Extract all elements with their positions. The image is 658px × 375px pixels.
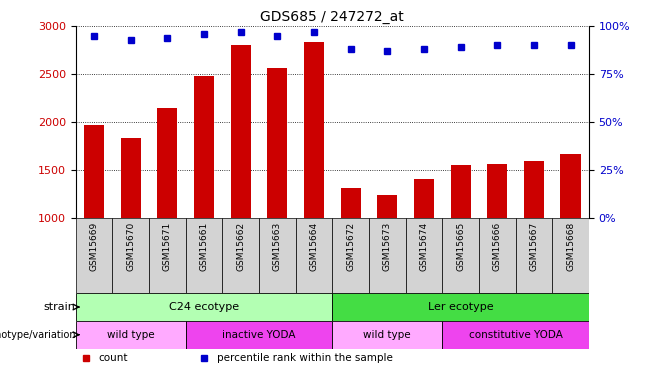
Bar: [76, 321, 186, 349]
Bar: [84, 125, 104, 217]
Bar: [230, 45, 251, 218]
Text: GSM15674: GSM15674: [419, 221, 428, 270]
Bar: [259, 217, 295, 293]
Bar: [332, 217, 369, 293]
Text: count: count: [99, 352, 128, 363]
Bar: [222, 217, 259, 293]
Bar: [442, 321, 589, 349]
Bar: [561, 153, 580, 218]
Text: GSM15668: GSM15668: [566, 221, 575, 271]
Bar: [149, 217, 186, 293]
Bar: [267, 68, 288, 218]
Bar: [442, 217, 479, 293]
Bar: [186, 217, 222, 293]
Text: GSM15672: GSM15672: [346, 221, 355, 270]
Text: wild type: wild type: [363, 330, 411, 340]
Text: constitutive YODA: constitutive YODA: [468, 330, 563, 340]
Bar: [295, 217, 332, 293]
Text: GSM15661: GSM15661: [199, 221, 209, 271]
Bar: [377, 195, 397, 217]
Title: GDS685 / 247272_at: GDS685 / 247272_at: [261, 10, 404, 24]
Bar: [332, 293, 589, 321]
Bar: [76, 217, 113, 293]
Text: GSM15670: GSM15670: [126, 221, 135, 271]
Bar: [332, 321, 442, 349]
Bar: [414, 179, 434, 218]
Bar: [157, 108, 178, 218]
Text: wild type: wild type: [107, 330, 155, 340]
Text: GSM15669: GSM15669: [89, 221, 99, 271]
Bar: [479, 217, 516, 293]
Text: genotype/variation: genotype/variation: [0, 330, 76, 340]
Bar: [113, 217, 149, 293]
Bar: [194, 76, 214, 217]
Bar: [516, 217, 552, 293]
Text: inactive YODA: inactive YODA: [222, 330, 295, 340]
Bar: [120, 138, 141, 218]
Bar: [304, 42, 324, 218]
Text: GSM15662: GSM15662: [236, 221, 245, 270]
Text: GSM15671: GSM15671: [163, 221, 172, 271]
Text: Ler ecotype: Ler ecotype: [428, 302, 494, 312]
Bar: [487, 164, 507, 218]
Bar: [524, 161, 544, 218]
Text: GSM15664: GSM15664: [309, 221, 318, 270]
Text: percentile rank within the sample: percentile rank within the sample: [217, 352, 393, 363]
Text: C24 ecotype: C24 ecotype: [169, 302, 239, 312]
Bar: [76, 293, 332, 321]
Text: GSM15665: GSM15665: [456, 221, 465, 271]
Bar: [369, 217, 405, 293]
Text: GSM15667: GSM15667: [530, 221, 538, 271]
Text: strain: strain: [44, 302, 76, 312]
Text: GSM15666: GSM15666: [493, 221, 502, 271]
Text: GSM15673: GSM15673: [383, 221, 392, 271]
Bar: [552, 217, 589, 293]
Bar: [186, 321, 332, 349]
Bar: [341, 188, 361, 218]
Text: GSM15663: GSM15663: [273, 221, 282, 271]
Bar: [451, 165, 470, 218]
Bar: [405, 217, 442, 293]
